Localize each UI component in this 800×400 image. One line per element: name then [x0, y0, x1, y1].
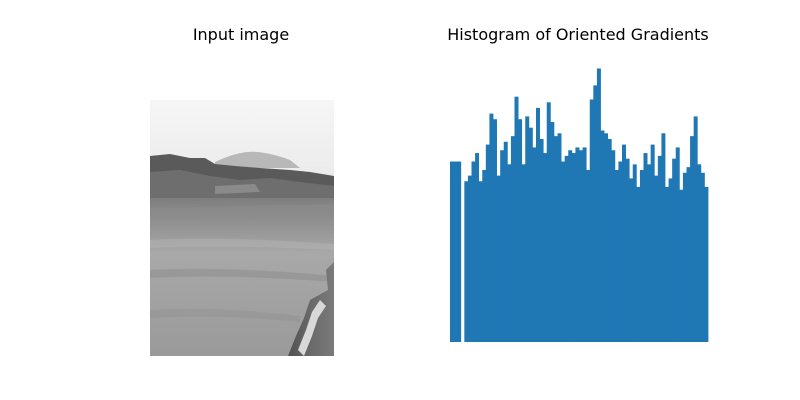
hog-bar-41 [596, 68, 601, 343]
hog-bar-0 [450, 161, 454, 342]
hog-bar-40 [593, 85, 598, 342]
hog-bar-63 [675, 147, 680, 342]
hog-bar-54 [643, 153, 648, 342]
hog-bar-53 [639, 169, 644, 342]
hog-bar-27 [546, 102, 551, 342]
hog-bar-43 [604, 133, 609, 342]
hog-bar-49 [625, 158, 630, 342]
hog-bar-39 [589, 99, 594, 342]
hog-bar-60 [665, 186, 669, 342]
hog-bar-6 [471, 161, 476, 342]
hog-bar-44 [607, 138, 612, 342]
hog-bar-59 [661, 133, 666, 342]
hog-bar-33 [568, 150, 573, 342]
hog-bar-47 [618, 161, 623, 342]
hog-bar-19 [518, 119, 523, 342]
hog-bar-61 [668, 178, 673, 342]
hog-bar-42 [600, 130, 605, 342]
hog-bar-10 [485, 144, 490, 342]
hog-bar-17 [510, 136, 515, 342]
hog-bar-68 [693, 116, 698, 343]
hog-bar-37 [582, 147, 587, 342]
hog-bar-35 [575, 147, 580, 342]
hog-bar-52 [636, 186, 641, 342]
hog-bar-22 [528, 127, 533, 343]
hog-bar-11 [489, 113, 494, 342]
hog-bar-34 [571, 153, 576, 342]
hog-bar-26 [543, 153, 548, 342]
hog-bar-64 [679, 189, 684, 342]
hog-bar-69 [697, 164, 702, 342]
hog-bar-28 [550, 122, 555, 342]
hog-bar-14 [500, 150, 505, 342]
hog-bar-12 [493, 119, 497, 342]
input-image-title: Input image [193, 25, 289, 44]
hog-bar-18 [514, 96, 519, 342]
hog-bar-15 [503, 141, 508, 342]
hog-bar-45 [611, 150, 616, 342]
hog-bar-9 [482, 169, 487, 342]
hog-bar-30 [557, 133, 562, 342]
hog-bar-23 [532, 147, 537, 342]
hog-bar-24 [536, 107, 540, 342]
hog-bar-71 [704, 186, 709, 342]
hog-bar-62 [672, 158, 677, 342]
hog-bar-55 [647, 164, 652, 342]
hog-bar-29 [553, 136, 558, 342]
hog-bar-51 [632, 164, 637, 342]
hog-bar-58 [657, 155, 662, 342]
hog-bars [450, 68, 709, 343]
hog-bar-65 [682, 172, 687, 342]
hog-bar-67 [690, 136, 695, 342]
hog-bar-25 [539, 138, 544, 342]
hog-bar-13 [496, 175, 501, 342]
hog-bar-70 [700, 172, 705, 342]
hog-bar-4 [464, 181, 469, 342]
hog-title: Histogram of Oriented Gradients [447, 25, 709, 44]
hog-bar-66 [686, 167, 691, 342]
hog-bar-46 [614, 169, 619, 342]
hog-bar-1 [453, 161, 458, 342]
hog-bar-56 [650, 144, 655, 342]
hog-bar-5 [467, 175, 472, 342]
hog-bar-16 [507, 164, 512, 342]
input-photo [150, 100, 334, 356]
hog-bar-8 [478, 181, 483, 342]
hog-bar-32 [564, 155, 569, 342]
hog-bar-38 [586, 169, 591, 342]
hog-bar-31 [561, 161, 566, 342]
hog-bar-57 [654, 175, 659, 342]
hog-bar-20 [521, 164, 526, 342]
hog-bar-36 [579, 150, 583, 342]
hog-bar-50 [629, 178, 634, 342]
hog-bar-21 [525, 116, 530, 343]
hog-bar-7 [475, 153, 480, 342]
hog-bar-48 [622, 144, 626, 342]
hog-bar-2 [457, 161, 462, 342]
